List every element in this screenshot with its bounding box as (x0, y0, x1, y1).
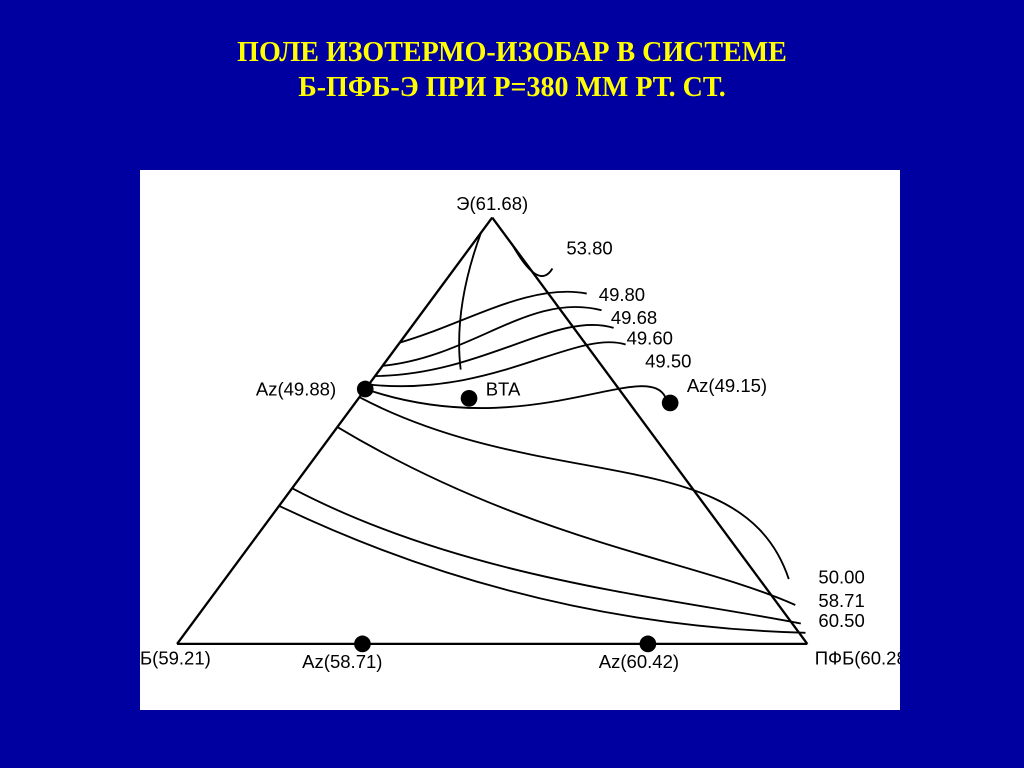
point-label-BTA: BTA (486, 379, 521, 400)
isoline (383, 307, 602, 366)
triangle-edge (177, 218, 492, 644)
title-line-1: ПОЛЕ ИЗОТЕРМО-ИЗОБАР В СИСТЕМЕ (237, 37, 787, 68)
isoline (337, 427, 795, 605)
ternary-svg: Э(61.68)Б(59.21)ПФБ(60.28)53.8049.8049.6… (140, 170, 900, 710)
ternary-diagram: Э(61.68)Б(59.21)ПФБ(60.28)53.8049.8049.6… (140, 170, 900, 710)
isoline-label: 50.00 (818, 567, 864, 588)
isoline-label: 49.80 (599, 284, 645, 305)
isoline (512, 244, 553, 277)
point-label-Az_bright: Az(60.42) (599, 651, 679, 672)
point-Az_bright (640, 636, 657, 653)
isoline-label: 53.80 (566, 238, 612, 259)
point-label-Az_right: Az(49.15) (687, 375, 767, 396)
isoline (459, 232, 481, 369)
point-label-Az_left: Az(49.88) (256, 379, 336, 400)
isoline-label: 58.71 (818, 590, 864, 611)
triangle-edge (492, 218, 807, 644)
isoline (360, 397, 789, 579)
point-Az_bleft (354, 636, 371, 653)
isoline-label: 49.68 (611, 307, 657, 328)
isoline (400, 292, 587, 343)
isoline-label: 60.50 (818, 610, 864, 631)
slide-title: ПОЛЕ ИЗОТЕРМО-ИЗОБАР В СИСТЕМЕ Б-ПФБ-Э П… (0, 35, 1024, 105)
point-label-Az_bleft: Az(58.71) (302, 651, 382, 672)
isoline (292, 488, 801, 623)
point-Az_left (357, 381, 374, 398)
vertex-label-E: Э(61.68) (456, 193, 528, 214)
isoline-label: 49.60 (627, 328, 673, 349)
point-BTA (461, 390, 478, 407)
isoline (279, 506, 805, 633)
point-Az_right (662, 395, 679, 412)
title-line-2: Б-ПФБ-Э ПРИ Р=380 ММ РТ. СТ. (298, 72, 725, 103)
vertex-label-PFB: ПФБ(60.28) (815, 647, 900, 668)
isoline-label: 49.50 (645, 351, 691, 372)
vertex-label-B: Б(59.21) (140, 647, 211, 668)
